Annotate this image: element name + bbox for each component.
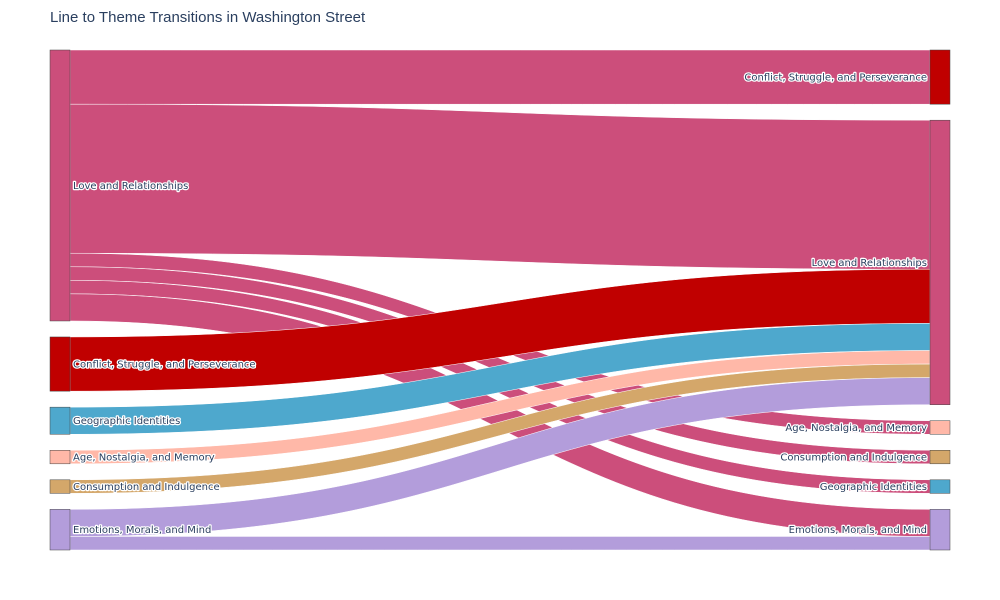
chart-title: Line to Theme Transitions in Washington … — [50, 9, 366, 26]
target-node-label-love: Love and Relationships — [812, 258, 927, 269]
target-node-label-emotions: Emotions, Morals, and Mind — [789, 525, 927, 536]
link-emotions-to-emotions[interactable] — [69, 536, 931, 551]
target-node-consumption[interactable] — [929, 450, 951, 465]
source-node-label-conflict: Conflict, Struggle, and Perseverance — [73, 360, 256, 371]
target-node-label-geo: Geographic Identities — [820, 482, 927, 493]
source-node-consumption[interactable] — [49, 479, 71, 494]
target-node-geo[interactable] — [929, 479, 951, 494]
target-node-age[interactable] — [929, 420, 951, 435]
source-node-label-love: Love and Relationships — [73, 181, 188, 192]
target-node-label-consumption: Consumption and Indulgence — [780, 453, 927, 464]
source-node-age[interactable] — [49, 450, 71, 465]
labels-layer: Love and Relationships Conflict, Struggle… — [72, 71, 929, 537]
source-node-love[interactable] — [49, 49, 71, 322]
link-love-to-love[interactable] — [69, 103, 931, 270]
links-layer — [69, 49, 931, 551]
target-node-label-conflict: Conflict, Struggle, and Perseverance — [744, 73, 927, 84]
source-node-label-geo: Geographic Identities — [73, 416, 180, 427]
source-node-geo[interactable] — [49, 406, 71, 435]
target-node-label-age: Age, Nostalgia, and Memory — [785, 423, 927, 434]
source-node-conflict[interactable] — [49, 336, 71, 392]
source-node-label-age: Age, Nostalgia, and Memory — [73, 453, 215, 464]
nodes-layer — [49, 49, 951, 551]
source-node-emotions[interactable] — [49, 509, 71, 551]
target-node-conflict[interactable] — [929, 49, 951, 105]
target-node-emotions[interactable] — [929, 509, 951, 551]
target-node-love[interactable] — [929, 119, 951, 405]
source-node-label-consumption: Consumption and Indulgence — [73, 482, 220, 493]
source-node-label-emotions: Emotions, Morals, and Mind — [73, 525, 211, 536]
